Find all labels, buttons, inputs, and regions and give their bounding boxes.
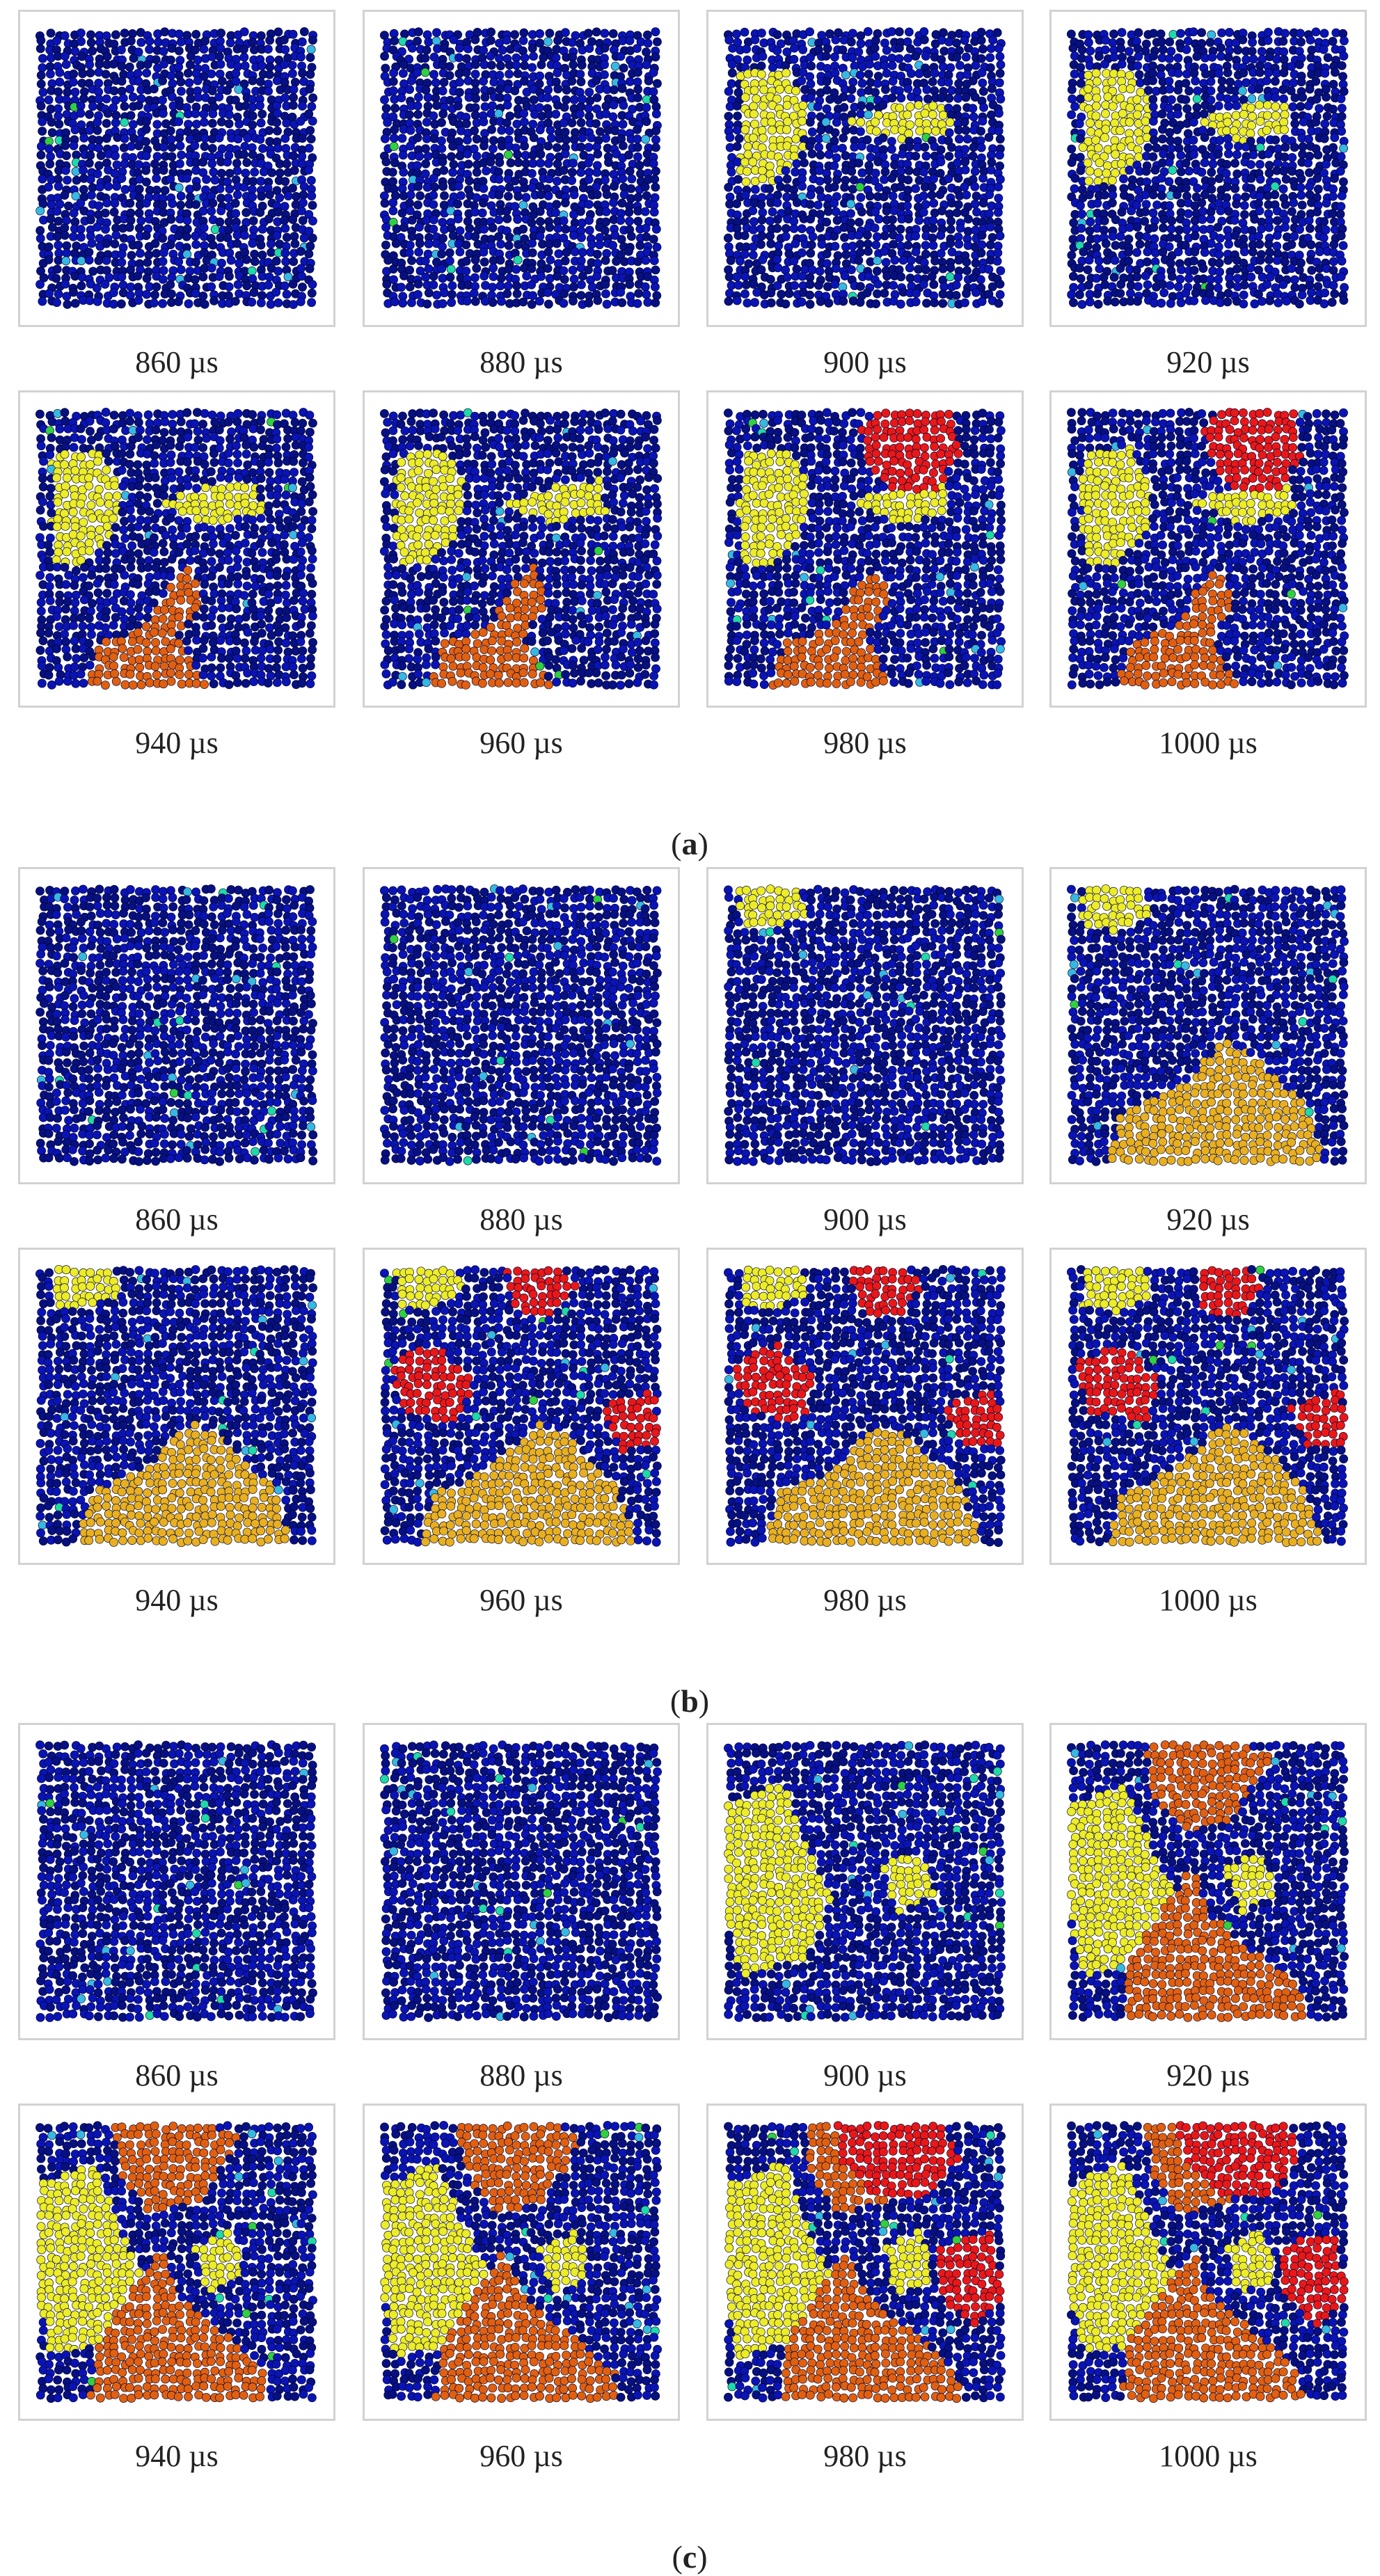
subfigure-label: (c)	[620, 2538, 759, 2576]
time-label: 940 µs	[18, 1583, 335, 1618]
simulation-panel	[1049, 2104, 1367, 2421]
simulation-panel	[1049, 390, 1367, 708]
simulation-panel	[363, 390, 680, 708]
simulation-panel	[18, 867, 335, 1184]
simulation-panel	[706, 867, 1024, 1184]
particle-cloud	[708, 2106, 1022, 2419]
simulation-panel	[18, 1723, 335, 2040]
time-label: 960 µs	[363, 726, 680, 761]
subfigure-label: (b)	[620, 1683, 759, 1720]
particle-cloud	[708, 1250, 1022, 1563]
time-label: 920 µs	[1049, 1202, 1367, 1237]
particle-cloud	[20, 12, 333, 325]
simulation-panel	[1049, 867, 1367, 1184]
particle-cloud	[708, 12, 1022, 325]
time-label: 980 µs	[706, 2439, 1024, 2474]
time-label: 960 µs	[363, 1583, 680, 1618]
particle-cloud	[1052, 392, 1365, 706]
time-label: 1000 µs	[1049, 2439, 1367, 2474]
simulation-panel	[363, 1248, 680, 1565]
particle-cloud	[365, 12, 678, 325]
time-label: 980 µs	[706, 1583, 1024, 1618]
simulation-panel	[1049, 1248, 1367, 1565]
time-label: 860 µs	[18, 2058, 335, 2093]
particle-cloud	[20, 392, 333, 706]
particle-cloud	[1052, 1250, 1365, 1563]
simulation-panel	[18, 1248, 335, 1565]
particle-cloud	[1052, 12, 1365, 325]
subfigure-label: (a)	[620, 825, 759, 863]
simulation-panel	[1049, 10, 1367, 327]
simulation-panel	[706, 1723, 1024, 2040]
time-label: 920 µs	[1049, 2058, 1367, 2093]
simulation-panel	[363, 1723, 680, 2040]
time-label: 880 µs	[363, 1202, 680, 1237]
particle-cloud	[365, 1250, 678, 1563]
simulation-panel	[363, 10, 680, 327]
particle-cloud	[708, 869, 1022, 1182]
time-label: 920 µs	[1049, 345, 1367, 380]
particle-cloud	[365, 392, 678, 706]
time-label: 900 µs	[706, 345, 1024, 380]
particle-cloud	[20, 869, 333, 1182]
time-label: 860 µs	[18, 345, 335, 380]
simulation-panel	[363, 867, 680, 1184]
simulation-panel	[706, 1248, 1024, 1565]
particle-cloud	[1052, 869, 1365, 1182]
particle-cloud	[1052, 2106, 1365, 2419]
time-label: 960 µs	[363, 2439, 680, 2474]
simulation-panel	[706, 390, 1024, 708]
time-label: 900 µs	[706, 2058, 1024, 2093]
time-label: 900 µs	[706, 1202, 1024, 1237]
particle-cloud	[365, 2106, 678, 2419]
time-label: 880 µs	[363, 2058, 680, 2093]
particle-cloud	[708, 1725, 1022, 2038]
time-label: 1000 µs	[1049, 726, 1367, 761]
time-label: 940 µs	[18, 2439, 335, 2474]
particle-cloud	[20, 1250, 333, 1563]
particle-cloud	[708, 392, 1022, 706]
particle-cloud	[365, 869, 678, 1182]
particle-cloud	[20, 1725, 333, 2038]
time-label: 860 µs	[18, 1202, 335, 1237]
time-label: 880 µs	[363, 345, 680, 380]
time-label: 1000 µs	[1049, 1583, 1367, 1618]
time-label: 940 µs	[18, 726, 335, 761]
particle-cloud	[1052, 1725, 1365, 2038]
particle-cloud	[20, 2106, 333, 2419]
time-label: 980 µs	[706, 726, 1024, 761]
simulation-panel	[18, 390, 335, 708]
simulation-panel	[363, 2104, 680, 2421]
simulation-panel	[1049, 1723, 1367, 2040]
simulation-panel	[18, 10, 335, 327]
simulation-panel	[18, 2104, 335, 2421]
particle-cloud	[365, 1725, 678, 2038]
simulation-panel	[706, 10, 1024, 327]
simulation-panel	[706, 2104, 1024, 2421]
